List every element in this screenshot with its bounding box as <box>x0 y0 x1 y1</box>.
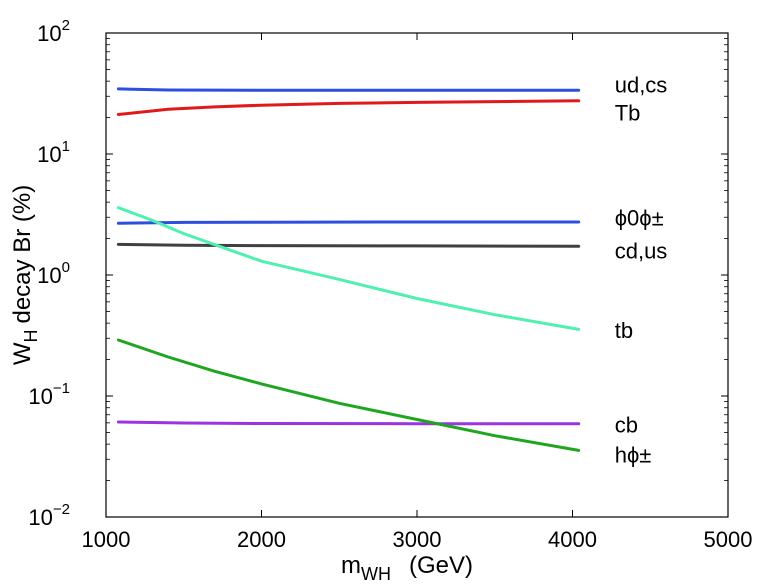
series-label-cdus: cd,us <box>615 238 668 263</box>
tick-layer: 1000 2000 3000 4000 5000 102 101 100 10−1 10−2 <box>28 17 752 552</box>
x-axis-title-units: (GeV) <box>409 552 473 579</box>
y-axis-title-rest: decay Br (%) <box>9 185 36 324</box>
x-tick-label: 3000 <box>393 527 442 552</box>
series-line-tb <box>116 99 581 116</box>
x-axis-title-sub: WH <box>361 564 391 584</box>
y-tick-label: 101 <box>37 138 70 167</box>
series-line-h <box>116 338 581 452</box>
series-line-series <box>116 220 581 225</box>
y-axis-title: WHdecay Br (%) <box>9 185 41 365</box>
series-label-udcs: ud,cs <box>615 73 668 98</box>
y-tick-label: 10−1 <box>28 380 70 409</box>
series-layer <box>116 87 581 452</box>
x-tick-label: 4000 <box>548 527 597 552</box>
series-line-cdus <box>116 242 581 248</box>
y-tick-label: 102 <box>37 17 70 46</box>
y-axis-title-sub: H <box>21 330 41 343</box>
x-tick-label: 5000 <box>704 527 753 552</box>
y-axis-title-main: W <box>9 342 36 365</box>
series-line-tb <box>116 206 581 331</box>
series-label-tb: Tb <box>615 101 641 126</box>
series-label-h: hϕ± <box>615 442 652 467</box>
series-line-udcs <box>116 87 581 92</box>
x-axis-title: mWH (GeV) <box>341 552 473 584</box>
series-label-cb: cb <box>615 413 638 438</box>
x-tick-label: 2000 <box>237 527 286 552</box>
y-tick-label: 10−2 <box>28 501 70 530</box>
series-line-cb <box>116 420 581 426</box>
series-label-tb: tb <box>615 318 633 343</box>
y-tick-label: 100 <box>37 259 70 288</box>
x-tick-label: 1000 <box>82 527 131 552</box>
series-label-series: ϕ0ϕ± <box>615 205 664 230</box>
x-axis-title-main: m <box>341 552 361 579</box>
series-label-layer: ud,cs Tb ϕ0ϕ± cd,us tb cb hϕ± <box>615 73 668 468</box>
